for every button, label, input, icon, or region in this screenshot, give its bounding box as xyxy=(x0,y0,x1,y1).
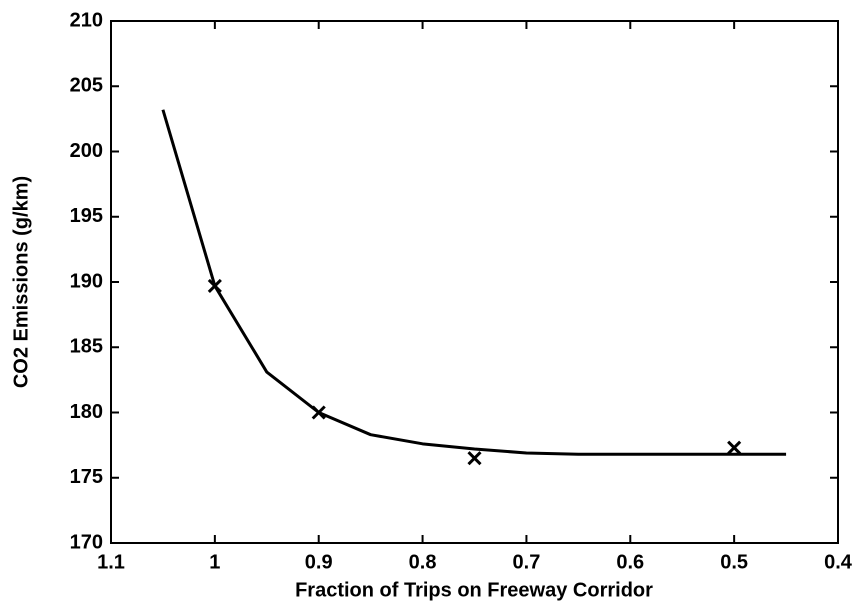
x-marker xyxy=(311,405,326,420)
data-line xyxy=(161,109,787,456)
x-marker-stroke xyxy=(311,405,326,420)
x-tick-label: 0.5 xyxy=(720,551,748,573)
y-tick-label: 175 xyxy=(70,466,103,488)
y-tick-label: 190 xyxy=(70,270,103,292)
x-tick-label: 1.1 xyxy=(97,551,125,573)
y-tick-label: 180 xyxy=(70,401,103,423)
x-tick-label: 0.8 xyxy=(409,551,437,573)
x-marker xyxy=(727,440,742,455)
y-tick-label: 210 xyxy=(70,9,103,31)
x-marker-stroke xyxy=(467,451,482,466)
x-marker xyxy=(207,278,222,293)
x-tick-label: 0.7 xyxy=(513,551,541,573)
y-tick-label: 185 xyxy=(70,336,103,358)
x-tick-label: 0.4 xyxy=(824,551,853,573)
y-axis-label: CO2 Emissions (g/km) xyxy=(10,176,32,388)
x-tick-label: 0.6 xyxy=(616,551,644,573)
x-tick-label: 1 xyxy=(209,551,220,573)
x-marker-stroke xyxy=(727,440,742,455)
x-marker xyxy=(467,451,482,466)
x-tick-label: 0.9 xyxy=(305,551,333,573)
y-tick-label: 170 xyxy=(70,531,103,553)
x-marker-stroke xyxy=(207,278,222,293)
y-tick-label: 195 xyxy=(70,205,103,227)
x-axis-label: Fraction of Trips on Freeway Corridor xyxy=(295,579,653,601)
y-tick-label: 205 xyxy=(70,75,103,97)
y-tick-label: 200 xyxy=(70,140,103,162)
